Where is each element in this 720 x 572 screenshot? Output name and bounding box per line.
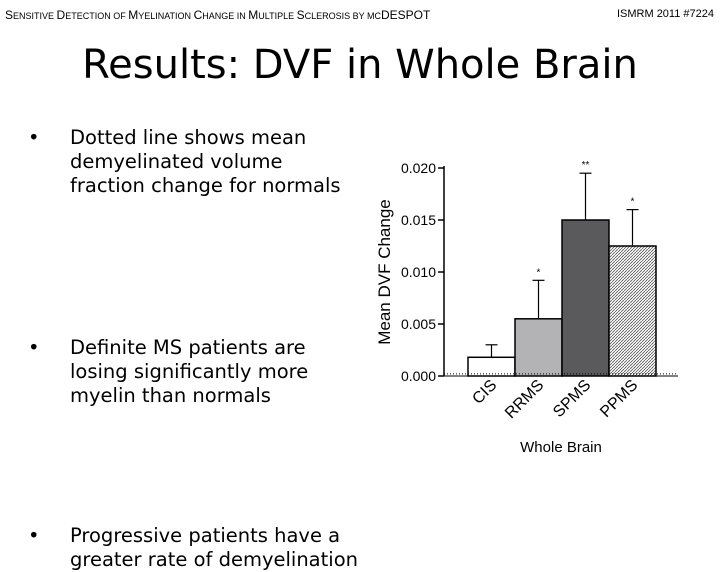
bullet-text: Dotted line shows mean demyelinated volu… xyxy=(70,126,341,197)
x-tick-label: CIS xyxy=(469,377,500,408)
bar-spms xyxy=(561,219,610,377)
header-left: SENSITIVE DETECTION OF MYELINATION CHANG… xyxy=(5,8,430,22)
bullet-icon: • xyxy=(28,126,40,149)
header-text-part: HANGE IN xyxy=(202,11,249,21)
header-text-part: DESPOT xyxy=(380,8,431,22)
x-tick-label: SPMS xyxy=(550,377,594,421)
slide-title: Results: DVF in Whole Brain xyxy=(82,42,638,88)
header-text-part: M xyxy=(248,8,259,22)
header-text-part: ETECTION OF xyxy=(65,11,129,21)
header-text-part: CLEROSIS BY MC xyxy=(304,11,381,21)
significance-marker: * xyxy=(537,267,541,278)
significance-marker: ** xyxy=(582,160,590,171)
x-axis-label: Whole Brain xyxy=(520,439,602,456)
header-text-part: S xyxy=(296,8,305,22)
y-tick-label: 0.020 xyxy=(401,160,436,176)
bullet-icon: • xyxy=(28,524,40,547)
y-tick-label: 0.010 xyxy=(401,264,436,280)
bullet-item: • Dotted line shows mean demyelinated vo… xyxy=(28,126,358,198)
header-text-part: D xyxy=(56,8,66,22)
y-tick-label: 0.000 xyxy=(401,368,436,384)
bullet-text: Definite MS patients are losing signific… xyxy=(70,336,309,407)
y-axis-label: Mean DVF Change xyxy=(375,199,394,345)
header-text-part: S xyxy=(5,8,14,22)
bullet-item: • Definite MS patients are losing signif… xyxy=(28,336,358,408)
bullet-icon: • xyxy=(28,336,40,359)
header-text-part: YELINATION xyxy=(138,11,194,21)
header-text-part: C xyxy=(193,8,203,22)
significance-marker: * xyxy=(631,197,635,208)
header-text-part: M xyxy=(128,8,139,22)
header-text-part: ULTIPLE xyxy=(258,11,297,21)
x-tick-label: PPMS xyxy=(597,377,641,421)
bar-chart: 0.000 0.005 0.010 0.015 0.020 Mean DVF Change… xyxy=(375,160,678,456)
bar-rrms xyxy=(514,318,563,377)
bar-cis xyxy=(467,356,516,377)
x-tick-label: RRMS xyxy=(502,377,547,422)
header-right: ISMRM 2011 #7224 xyxy=(616,8,714,20)
bar-ppms xyxy=(608,245,657,377)
y-tick-label: 0.015 xyxy=(401,212,436,228)
y-tick-label: 0.005 xyxy=(401,316,436,332)
header-text-part: ENSITIVE xyxy=(13,11,57,21)
